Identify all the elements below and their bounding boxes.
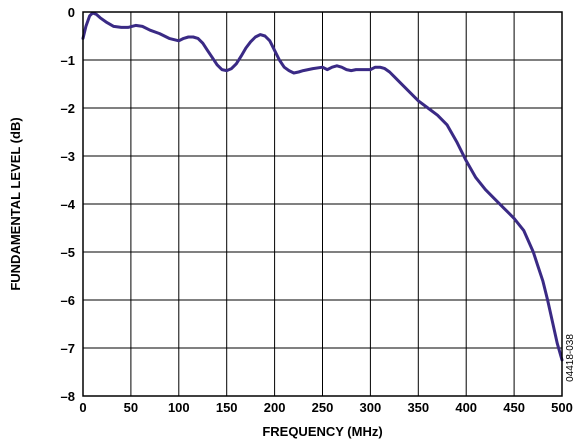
x-tick-labels: 0 50 100 150 200 250 300 350 400 450 500 bbox=[79, 400, 572, 415]
y-tick-label: –8 bbox=[61, 389, 75, 404]
x-tick-label: 400 bbox=[455, 400, 477, 415]
y-tick-label: –6 bbox=[61, 293, 75, 308]
y-tick-label: –1 bbox=[61, 53, 75, 68]
x-axis-label: FREQUENCY (MHz) bbox=[262, 424, 382, 439]
y-tick-label: –4 bbox=[61, 197, 76, 212]
x-tick-label: 250 bbox=[312, 400, 334, 415]
x-tick-label: 50 bbox=[124, 400, 138, 415]
y-tick-label: –7 bbox=[61, 341, 75, 356]
x-tick-label: 450 bbox=[503, 400, 525, 415]
figure-id-label: 04418-038 bbox=[565, 334, 576, 382]
x-tick-label: 150 bbox=[216, 400, 238, 415]
y-axis-label: FUNDAMENTAL LEVEL (dB) bbox=[8, 117, 23, 290]
x-tick-label: 0 bbox=[79, 400, 86, 415]
y-tick-label: –5 bbox=[61, 245, 75, 260]
x-tick-label: 350 bbox=[407, 400, 429, 415]
x-tick-label: 200 bbox=[264, 400, 286, 415]
x-tick-label: 500 bbox=[551, 400, 573, 415]
x-tick-label: 300 bbox=[360, 400, 382, 415]
y-tick-label: –2 bbox=[61, 101, 75, 116]
plot-frame bbox=[82, 11, 563, 397]
y-tick-label: 0 bbox=[68, 5, 75, 20]
x-tick-label: 100 bbox=[168, 400, 190, 415]
y-tick-label: –3 bbox=[61, 149, 75, 164]
grid-lines bbox=[82, 11, 563, 397]
y-tick-labels: 0 –1 –2 –3 –4 –5 –6 –7 –8 bbox=[61, 5, 76, 404]
series-line bbox=[81, 11, 564, 362]
